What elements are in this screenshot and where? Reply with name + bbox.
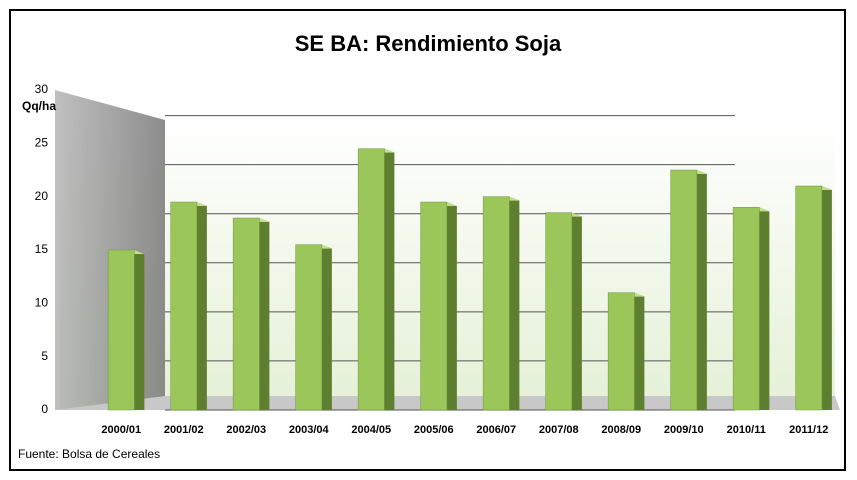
x-tick-label: 2002/03 <box>226 424 266 436</box>
y-tick-label: 30 <box>35 82 49 96</box>
bar-side <box>446 202 457 410</box>
x-tick-label: 2001/02 <box>164 424 204 436</box>
x-tick-label: 2008/09 <box>601 424 641 436</box>
bar-side <box>634 292 645 410</box>
x-tick-label: 2010/11 <box>727 424 766 436</box>
x-tick-label: 2011/12 <box>789 424 828 436</box>
bar-side <box>571 212 582 410</box>
x-tick-label: 2007/08 <box>539 424 579 436</box>
bar-side <box>384 148 395 410</box>
x-tick-label: 2003/04 <box>289 424 330 436</box>
y-tick-label: 0 <box>41 402 48 416</box>
bar-side <box>696 170 707 410</box>
x-tick-label: 2005/06 <box>414 424 454 436</box>
y-axis-label: Qq/ha <box>22 99 56 113</box>
bar <box>295 244 323 411</box>
source: Fuente: Bolsa de Cereales <box>18 447 160 461</box>
bar-side <box>759 207 770 410</box>
y-tick-label: 10 <box>35 296 49 310</box>
bar <box>670 169 698 411</box>
chart-title: SE BA: Rendimiento Soja <box>295 31 562 56</box>
x-tick-label: 2004/05 <box>351 424 391 436</box>
bar-side <box>509 196 520 410</box>
y-tick-label: 25 <box>35 136 49 150</box>
bar-side <box>259 218 270 410</box>
bar <box>107 249 135 411</box>
bar-side <box>821 186 832 410</box>
bar <box>795 185 823 411</box>
x-tick-label: 2000/01 <box>101 424 141 436</box>
bar <box>545 212 573 411</box>
bar-side <box>134 250 145 410</box>
y-tick-label: 15 <box>35 242 49 256</box>
x-tick-label: 2009/10 <box>664 424 704 436</box>
bar-side <box>321 244 332 410</box>
y-tick-label: 20 <box>35 189 49 203</box>
bar <box>420 201 448 411</box>
bar <box>357 148 385 411</box>
bar <box>482 196 510 411</box>
x-tick-label: 2006/07 <box>476 424 516 436</box>
bar <box>232 217 260 411</box>
y-tick-label: 5 <box>41 349 48 363</box>
bar-side <box>196 202 207 410</box>
bar <box>732 207 760 411</box>
bar <box>607 292 635 411</box>
bar <box>170 201 198 411</box>
